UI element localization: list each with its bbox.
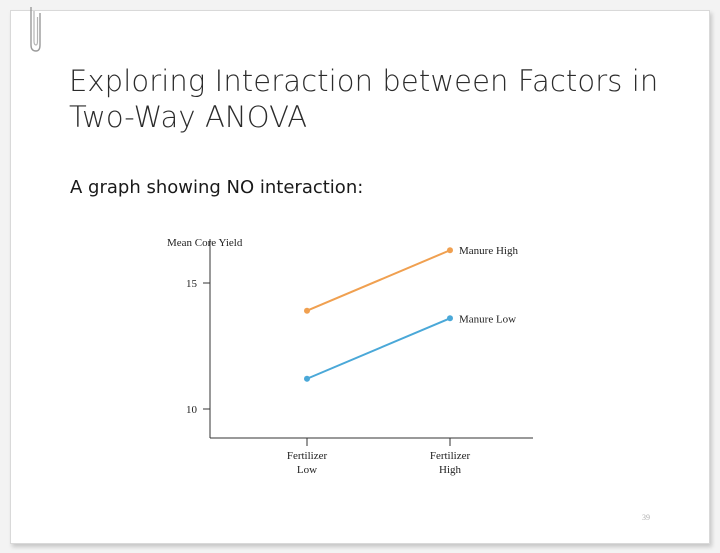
slide: Exploring Interaction between Factors in… — [10, 7, 710, 544]
slide-title: Exploring Interaction between Factors in… — [69, 63, 669, 135]
x-tick-label-1-0: Fertilizer — [430, 450, 471, 462]
y-tick-label-10: 10 — [186, 404, 198, 416]
interaction-line-chart: Mean Core Yield 10 15 Fertilizer Low Fertili… — [167, 237, 533, 476]
y-tick-label-15: 15 — [186, 278, 198, 290]
y-axis-label: Mean Core Yield — [167, 237, 243, 249]
series-line-1 — [306, 317, 451, 380]
x-tick-label-0-1: Low — [297, 464, 317, 476]
series-point-0-1 — [447, 247, 453, 254]
slide-title-line-1: Exploring Interaction between Factors in — [69, 64, 659, 98]
series-point-0-0 — [304, 307, 310, 314]
x-tick-label-1-1: High — [439, 464, 462, 476]
slide-subtitle: A graph showing NO interaction: — [70, 177, 364, 198]
series-line-0 — [306, 249, 451, 312]
series-point-1-0 — [304, 375, 310, 382]
slide-title-line-2: Two-Way ANOVA — [69, 100, 308, 134]
series-label-0: Manure High — [459, 245, 518, 257]
series-label-1: Manure Low — [459, 313, 516, 325]
paperclip-icon — [30, 7, 41, 52]
series-point-1-1 — [447, 315, 453, 322]
slide-number: 39 — [642, 513, 650, 522]
x-tick-label-0-0: Fertilizer — [287, 450, 328, 462]
chart-marks: 10 15 Fertilizer Low Fertilizer High Manure Hi… — [186, 245, 518, 476]
